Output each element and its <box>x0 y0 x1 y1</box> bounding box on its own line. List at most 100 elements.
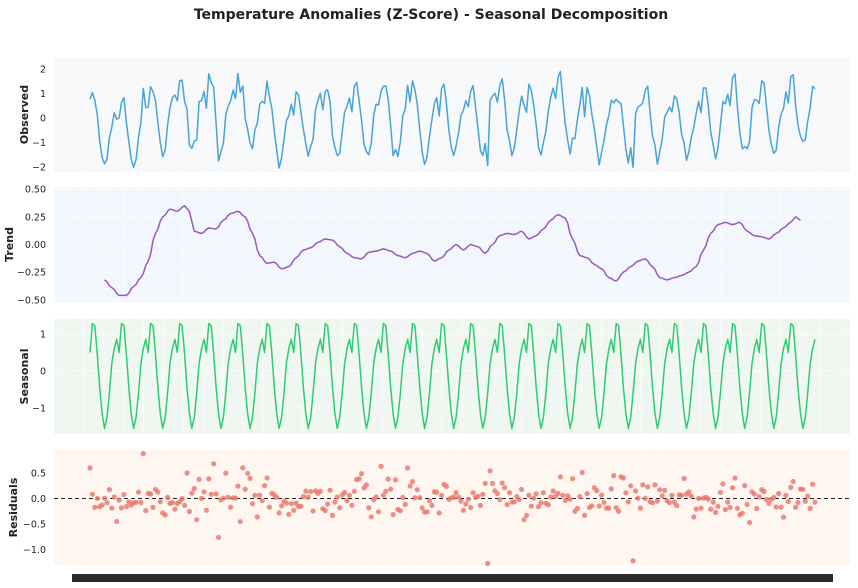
residual-point <box>191 486 197 492</box>
residual-point <box>89 491 95 497</box>
residual-point <box>756 494 762 500</box>
residual-point <box>334 494 340 500</box>
residual-point <box>666 500 673 506</box>
residual-point <box>409 478 416 485</box>
residual-point <box>349 502 355 508</box>
residual-point <box>654 498 661 504</box>
residual-point <box>763 496 770 503</box>
residual-point <box>259 498 265 504</box>
residual-point <box>439 492 445 498</box>
panel-residuals-yticks: 0.5 0.0 −0.5 −1.0 <box>23 469 46 557</box>
residual-point <box>138 499 144 506</box>
residual-point <box>793 504 799 510</box>
residual-point <box>637 505 644 511</box>
residual-point <box>652 482 658 488</box>
residual-point <box>346 492 352 498</box>
residual-point <box>480 491 486 497</box>
residual-point <box>555 490 561 496</box>
residual-point <box>429 502 435 508</box>
residual-point <box>456 494 462 500</box>
residual-point <box>691 514 697 520</box>
residual-point <box>223 470 229 476</box>
residual-point <box>351 488 357 494</box>
x-axis-tick-marks <box>72 574 833 582</box>
residual-point <box>228 504 234 510</box>
residual-point <box>165 494 171 500</box>
residual-point <box>550 488 556 494</box>
residual-point <box>436 510 442 516</box>
residual-point <box>344 498 350 504</box>
residual-point <box>606 505 612 511</box>
residual-point <box>674 503 680 509</box>
residual-point <box>790 478 796 485</box>
residual-point <box>746 520 753 526</box>
panel-residuals-ylabel: Residuals <box>7 477 20 537</box>
residual-point <box>325 501 331 507</box>
residual-point <box>276 510 282 516</box>
residual-point <box>540 490 547 496</box>
residual-point <box>262 483 268 489</box>
residual-point <box>649 500 656 506</box>
residual-point <box>118 505 125 511</box>
residual-point <box>266 504 272 510</box>
residual-point <box>451 494 457 500</box>
residual-point <box>579 469 585 476</box>
residual-point <box>679 492 685 498</box>
panel-observed-grid <box>54 57 850 172</box>
residual-point <box>613 505 619 511</box>
residual-point <box>150 504 156 510</box>
panel-trend-series <box>104 205 801 297</box>
y-tick-label: −0.5 <box>23 520 46 531</box>
residual-point <box>317 488 323 494</box>
residual-point <box>300 494 306 500</box>
residual-point <box>342 489 348 496</box>
residual-point <box>179 496 185 502</box>
residual-point <box>754 505 760 512</box>
residual-point <box>375 509 382 515</box>
residual-point <box>475 493 481 499</box>
residual-point <box>424 509 430 515</box>
residual-point <box>688 493 694 499</box>
residual-point <box>92 504 98 510</box>
residual-point <box>308 489 314 495</box>
residual-point <box>417 495 423 501</box>
residual-point <box>123 504 129 510</box>
y-tick-label: −2 <box>32 163 46 174</box>
y-tick-label: −0.25 <box>17 268 46 279</box>
residual-point <box>405 465 411 471</box>
residual-point <box>780 514 787 520</box>
y-tick-label: 0.0 <box>31 494 46 505</box>
residual-point <box>519 486 525 492</box>
residual-point <box>458 498 464 504</box>
residual-point <box>196 476 202 482</box>
residual-point <box>279 503 285 509</box>
residual-point <box>463 501 469 507</box>
residual-point <box>516 496 522 503</box>
residual-point <box>751 491 758 497</box>
panel-observed-series <box>89 70 816 169</box>
residual-point <box>715 503 721 509</box>
residual-point <box>531 495 537 501</box>
panel-seasonal-series <box>89 322 816 430</box>
residual-point <box>708 506 714 512</box>
residual-point <box>402 501 408 507</box>
residual-point <box>795 499 801 506</box>
residual-point <box>720 481 726 487</box>
y-tick-label: −1 <box>32 138 46 149</box>
panel-seasonal: 1 0 −1 Seasonal <box>18 319 850 434</box>
residual-point <box>601 499 607 505</box>
residual-point <box>705 496 711 502</box>
residual-point <box>114 518 120 525</box>
residual-point <box>482 480 488 486</box>
residual-point <box>569 476 576 482</box>
residual-point <box>521 517 527 523</box>
residual-point <box>213 491 219 497</box>
y-tick-label: 0 <box>40 366 46 377</box>
residual-point <box>148 491 154 497</box>
residual-point <box>645 484 651 490</box>
residual-point <box>366 505 372 511</box>
residual-point <box>812 499 818 505</box>
residual-point <box>727 504 733 510</box>
y-tick-label: 0.5 <box>31 469 46 480</box>
